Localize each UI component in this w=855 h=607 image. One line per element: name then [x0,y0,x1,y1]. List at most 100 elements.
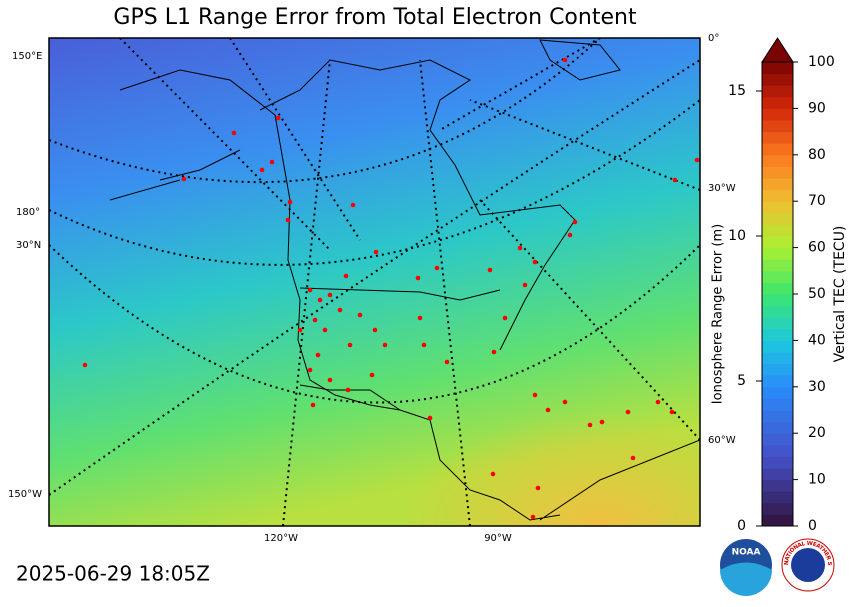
graticule-labels: 150°E 180° 30°N 150°W 0° 30°W 60°W 120°W 90°W [8,33,736,544]
colorbar-tick-label: 50 [808,286,826,302]
graticule-label: 120°W [264,533,298,544]
station [502,315,508,321]
station [535,485,541,491]
station [599,419,605,425]
colorbar-band [762,224,793,237]
station [490,471,496,477]
station [307,287,313,293]
map [49,38,700,526]
colorbar-band [762,410,793,423]
station [357,312,363,318]
colorbar-tick-label: 80 [808,147,826,163]
colorbar-band [762,328,793,341]
station [694,157,700,163]
colorbar-band [762,502,793,515]
colorbar-tick-label: 40 [808,332,826,348]
colorbar-band [762,375,793,388]
station [259,167,265,173]
graticule-label: 30°N [16,240,41,251]
colorbar-band [762,433,793,446]
colorbar-band [762,178,793,191]
colorbar-band [762,352,793,365]
station [310,402,316,408]
colorbar-band [762,62,793,75]
colorbar-band [762,189,793,202]
station [417,315,423,321]
range-tick-label: 10 [728,228,746,244]
station [181,176,187,182]
colorbar-band [762,259,793,272]
station [373,249,379,255]
colorbar-band [762,514,793,527]
station [317,297,323,303]
colorbar-band [762,154,793,167]
colorbar-band [762,201,793,214]
title: GPS L1 Range Error from Total Electron C… [113,5,637,30]
station [630,455,636,461]
station [369,372,375,378]
colorbar-band [762,479,793,492]
colorbar: 0 10 20 30 40 50 60 70 80 90 100 0 5 10 15 [728,37,835,534]
station [297,327,303,333]
station [545,407,551,413]
station [350,202,356,208]
colorbar-band [762,131,793,144]
colorbar-band [762,491,793,504]
colorbar-tick-label: 30 [808,379,826,395]
station [572,219,578,225]
colorbar-band [762,247,793,260]
colorbar-tick-label: 70 [808,193,826,209]
station [487,267,493,273]
range-axis-label: Ionosphere Range Error (m) [711,224,726,404]
station [285,217,291,223]
station [562,399,568,405]
station [372,327,378,333]
station [530,514,536,520]
colorbar-tick-label: 10 [808,472,826,488]
station [275,115,281,121]
station [532,259,538,265]
noaa-text: NOAA [732,548,761,558]
colorbar-band [762,340,793,353]
colorbar-band [762,108,793,121]
colorbar-band [762,270,793,283]
station [562,57,568,63]
station [307,367,313,373]
station [382,342,388,348]
colorbar-band [762,456,793,469]
station [625,409,631,415]
colorbar-band [762,398,793,411]
station [312,317,318,323]
station [672,177,678,183]
colorbar-tick-label: 0 [808,518,817,534]
graticule-label: 30°W [708,183,736,194]
coastline [109,39,700,521]
station [522,282,528,288]
colorbar-band [762,317,793,330]
colorbar-extend [761,37,794,63]
timestamp: 2025-06-29 18:05Z [16,562,210,586]
station [427,415,433,421]
graticule-label: 90°W [484,533,512,544]
colorbar-band [762,363,793,376]
graticule-label: 150°E [12,51,42,62]
stations [82,57,700,520]
station [347,342,353,348]
colorbar-band [762,468,793,481]
station [287,199,293,205]
station [444,359,450,365]
colorbar-band [762,73,793,86]
graticule-label: 150°W [8,489,42,500]
station [315,352,321,358]
station [415,275,421,281]
colorbar-band [762,96,793,109]
station [491,349,497,355]
range-tick-label: 15 [728,83,746,99]
colorbar-tick-label: 100 [808,54,835,70]
colorbar-band [762,444,793,457]
station [421,342,427,348]
tec-field-high [300,300,700,526]
station [532,392,538,398]
